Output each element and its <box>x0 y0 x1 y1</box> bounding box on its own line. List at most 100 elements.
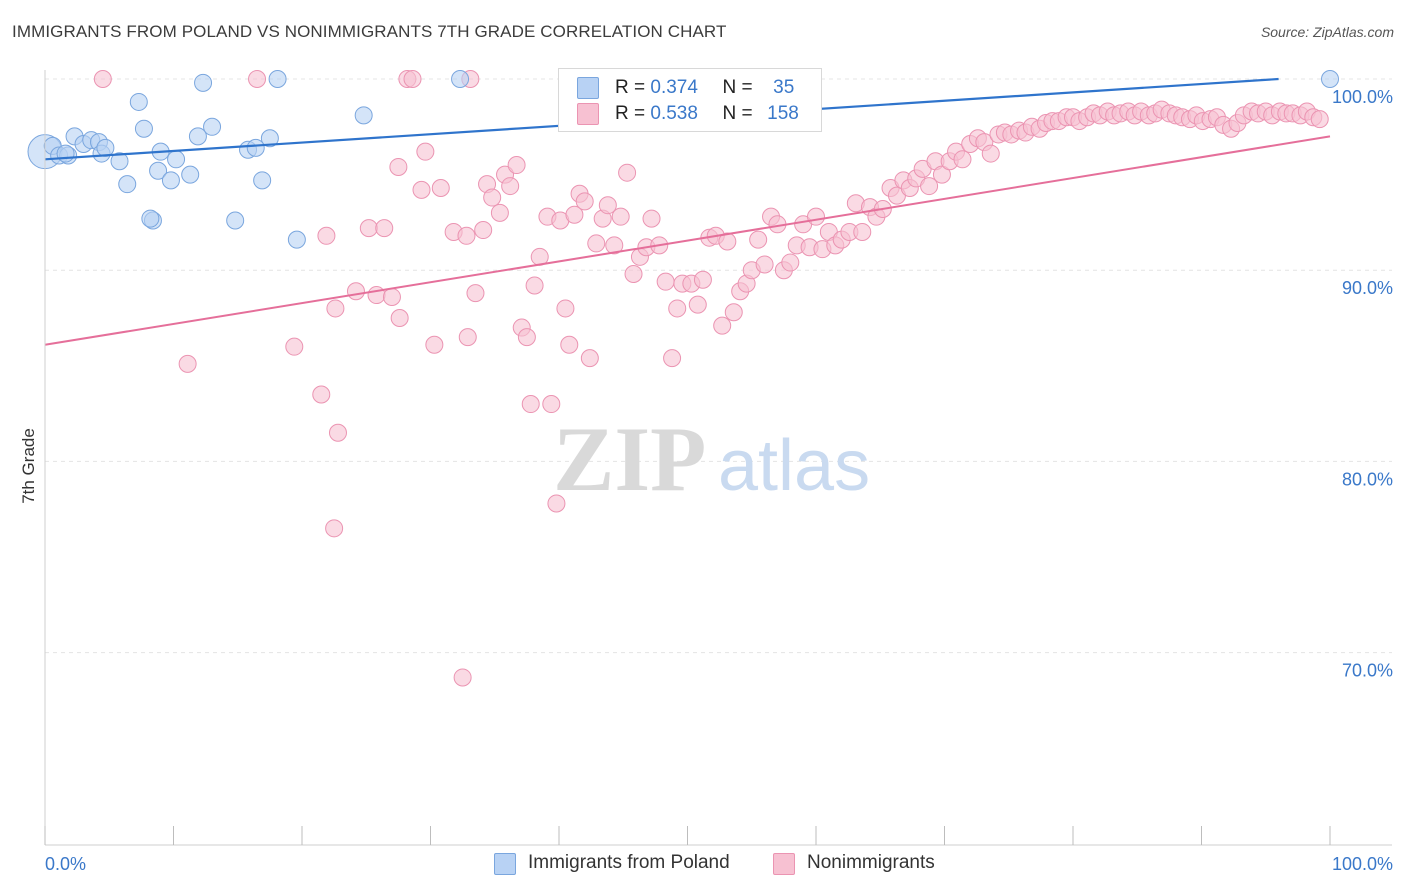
poland-point <box>246 138 265 157</box>
poland-r-value: 0.374 <box>650 77 698 98</box>
poland-point <box>188 127 207 146</box>
nonimmigrant-point <box>312 385 331 404</box>
nonimmigrant-point <box>359 219 378 238</box>
nonimmigrant-point <box>547 494 566 513</box>
chart-title: IMMIGRANTS FROM POLAND VS NONIMMIGRANTS … <box>12 22 727 41</box>
nonimmigrant-point <box>466 284 485 303</box>
nonimmigrants-r-value: 0.538 <box>650 103 698 124</box>
nonimmigrant-point <box>724 303 743 322</box>
poland-point <box>141 209 160 228</box>
poland-point <box>203 117 222 136</box>
poland-n-value: 35 <box>773 77 795 98</box>
nonimmigrant-point <box>560 335 579 354</box>
nonimmigrant-point <box>618 163 637 182</box>
nonimmigrant-point <box>453 668 472 687</box>
poland-point <box>226 211 245 230</box>
y-tick-label: 80.0% <box>1342 469 1393 489</box>
nonimmigrant-point <box>346 282 365 301</box>
poland-point <box>451 70 470 88</box>
nonimmigrant-point <box>693 270 712 289</box>
nonimmigrant-point <box>718 232 737 251</box>
nonimmigrant-point <box>953 150 972 169</box>
poland-point <box>253 171 272 190</box>
nonimmigrant-point <box>93 70 112 88</box>
poland-point <box>167 150 186 169</box>
nonimmigrant-point <box>624 265 643 284</box>
poland-point <box>129 92 148 111</box>
nonimmigrant-point <box>580 349 599 368</box>
watermark-atlas: atlas <box>718 426 870 506</box>
nonimmigrant-point <box>642 209 661 228</box>
nonimmigrant-point <box>328 423 347 442</box>
nonimmigrant-point <box>668 299 687 318</box>
nonimmigrant-point <box>565 205 584 224</box>
nonimmigrant-point <box>431 178 450 197</box>
x-tick-label: 0.0% <box>45 854 86 874</box>
nonimmigrant-point <box>403 70 422 88</box>
nonimmigrants-swatch <box>577 103 599 125</box>
poland-point <box>181 165 200 184</box>
poland-point <box>194 73 213 92</box>
nonimmigrant-point <box>375 219 394 238</box>
nonimmigrant-point <box>556 299 575 318</box>
nonimmigrant-point <box>587 234 606 253</box>
grid-layer <box>45 78 1392 654</box>
nonimmigrant-point <box>611 207 630 226</box>
poland-swatch <box>577 77 599 99</box>
nonimmigrant-point <box>325 519 344 538</box>
nonimmigrant-point <box>781 253 800 272</box>
nonimmigrant-point <box>517 328 536 347</box>
poland-r-label: R = <box>615 77 646 98</box>
poland-n-label: N = <box>722 77 753 98</box>
nonimmigrant-point <box>285 337 304 356</box>
nonimmigrants-trend-line <box>44 135 1331 346</box>
nonimmigrant-point <box>981 144 1000 163</box>
poland-point <box>96 138 115 157</box>
legend-label-nonimmigrants: Nonimmigrants <box>807 852 935 873</box>
poland-stats: R = 0.374 N = 35 <box>615 77 794 99</box>
nonimmigrant-point <box>575 192 594 211</box>
poland-point <box>149 161 168 180</box>
stats-legend: R = 0.374 N = 35 R = 0.538 N = 158 <box>558 68 822 132</box>
poland-point <box>118 175 137 194</box>
watermark-zip: ZIP <box>553 408 706 510</box>
nonimmigrant-point <box>483 188 502 207</box>
x-tick-label: 100.0% <box>1332 854 1393 874</box>
nonimmigrant-point <box>382 287 401 306</box>
axes: 70.0% 80.0% 90.0% 100.0% 0.0% 100.0% <box>44 70 1393 874</box>
nonimmigrant-point <box>458 328 477 347</box>
poland-point <box>161 171 180 190</box>
nonimmigrant-point <box>749 230 768 249</box>
chart-source: Source: ZipAtlas.com <box>1260 24 1394 40</box>
nonimmigrants-n-value: 158 <box>767 103 799 124</box>
nonimmigrant-point <box>490 203 509 222</box>
poland-point <box>287 230 306 249</box>
nonimmigrant-point <box>525 276 544 295</box>
nonimmigrant-point <box>920 177 939 196</box>
legend-swatch-poland <box>494 853 516 875</box>
y-tick-label: 70.0% <box>1342 661 1393 681</box>
nonimmigrant-point <box>598 196 617 215</box>
y-tick-label: 90.0% <box>1342 278 1393 298</box>
nonimmigrant-point <box>425 335 444 354</box>
nonimmigrant-point <box>605 236 624 255</box>
nonimmigrants-r-label: R = <box>615 103 646 124</box>
poland-point <box>268 70 287 88</box>
nonimmigrant-point <box>178 354 197 373</box>
nonimmigrants-stats: R = 0.538 N = 158 <box>615 103 799 125</box>
poland-point <box>260 129 279 148</box>
nonimmigrant-point <box>663 349 682 368</box>
series-legend: Immigrants from Poland Nonimmigrants <box>0 852 1406 878</box>
nonimmigrant-point <box>688 295 707 314</box>
nonimmigrant-point <box>457 226 476 245</box>
nonimmigrant-point <box>807 207 825 226</box>
legend-swatch-nonimmigrants <box>773 853 795 875</box>
nonimmigrant-point <box>542 395 561 414</box>
nonimmigrant-point <box>474 221 493 240</box>
nonimmigrant-point <box>755 255 774 274</box>
nonimmigrant-point <box>932 165 951 184</box>
nonimmigrants-n-label: N = <box>722 103 753 124</box>
poland-point <box>1321 70 1339 88</box>
nonimmigrant-point <box>416 142 435 161</box>
